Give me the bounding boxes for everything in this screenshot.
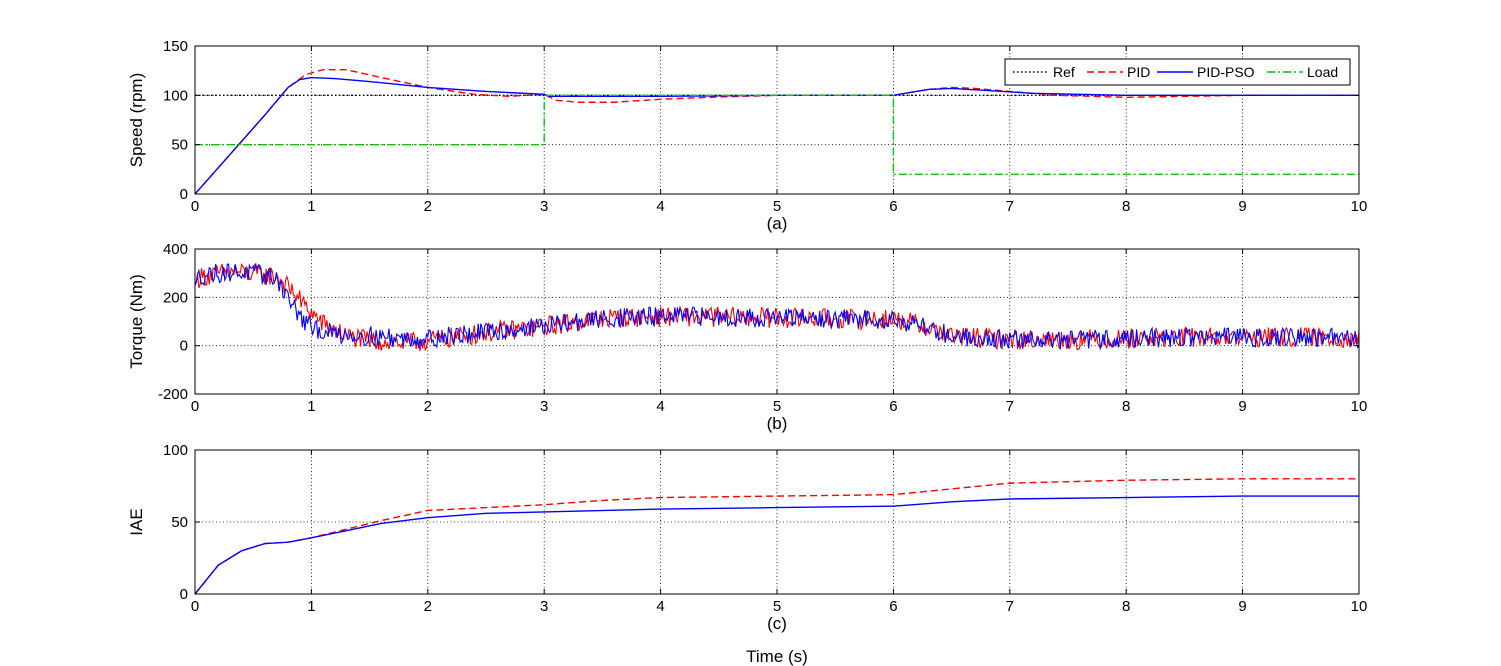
x-tick-label: 6: [889, 198, 897, 215]
x-tick-label: 2: [424, 198, 432, 215]
series-line-load: [195, 94, 1359, 175]
y-tick-label: 50: [171, 137, 188, 154]
x-tick-label: 8: [1122, 398, 1130, 415]
x-tick-label: 0: [191, 398, 199, 415]
y-axis-label: Speed (rpm): [127, 73, 146, 167]
legend-label: PID-PSO: [1197, 64, 1255, 80]
legend-label: PID: [1127, 64, 1150, 80]
x-tick-label: 7: [1006, 398, 1014, 415]
x-tick-label: 6: [889, 598, 897, 615]
x-tick-label: 4: [656, 398, 664, 415]
y-tick-label: 150: [163, 38, 188, 55]
x-tick-label: 10: [1351, 598, 1368, 615]
y-tick-label: -200: [158, 386, 188, 403]
y-tick-label: 0: [180, 338, 188, 355]
x-tick-label: 5: [773, 198, 781, 215]
x-tick-label: 7: [1006, 198, 1014, 215]
series-line-pid-pso: [195, 495, 1359, 594]
x-tick-label: 10: [1351, 198, 1368, 215]
x-tick-label: 4: [656, 198, 664, 215]
series-line-pid: [195, 262, 1359, 352]
x-tick-label: 0: [191, 598, 199, 615]
series-group: [195, 262, 1359, 352]
y-tick-label: 200: [163, 289, 188, 306]
series-line-pid-pso: [195, 263, 1359, 351]
series-group: [195, 68, 1359, 194]
y-tick-label: 100: [163, 442, 188, 459]
x-tick-label: 1: [307, 198, 315, 215]
x-tick-label: 2: [424, 398, 432, 415]
series-line-pid-pso: [195, 76, 1359, 194]
y-tick-label: 100: [163, 87, 188, 104]
x-tick-label: 3: [540, 598, 548, 615]
x-tick-label: 9: [1238, 198, 1246, 215]
x-tick-label: 6: [889, 398, 897, 415]
plot-area: [195, 249, 1359, 394]
panel-caption: (b): [767, 414, 788, 433]
panel-caption: (c): [767, 614, 787, 633]
x-tick-label: 1: [307, 598, 315, 615]
y-tick-label: 400: [163, 241, 188, 258]
y-tick-label: 50: [171, 514, 188, 531]
x-tick-label: 9: [1238, 398, 1246, 415]
x-tick-label: 1: [307, 398, 315, 415]
legend-label: Load: [1307, 64, 1338, 80]
x-tick-label: 7: [1006, 598, 1014, 615]
series-group: [195, 478, 1359, 594]
y-axis-label: Torque (Nm): [127, 274, 146, 368]
y-axis-label: IAE: [127, 508, 146, 535]
x-tick-label: 2: [424, 598, 432, 615]
x-tick-label: 0: [191, 198, 199, 215]
x-tick-label: 8: [1122, 598, 1130, 615]
y-tick-label: 0: [180, 586, 188, 603]
y-tick-label: 0: [180, 186, 188, 203]
panel-caption: (a): [767, 214, 788, 233]
x-tick-label: 10: [1351, 398, 1368, 415]
legend: Ref PID PID-PSO Load: [1004, 58, 1351, 86]
x-tick-label: 5: [773, 398, 781, 415]
x-tick-label: 8: [1122, 198, 1130, 215]
x-tick-label: 5: [773, 598, 781, 615]
x-tick-label: 4: [656, 598, 664, 615]
x-tick-label: 3: [540, 198, 548, 215]
legend-label: Ref: [1053, 64, 1075, 80]
x-tick-label: 3: [540, 398, 548, 415]
x-tick-label: 9: [1238, 598, 1246, 615]
x-axis-label: Time (s): [746, 647, 808, 666]
